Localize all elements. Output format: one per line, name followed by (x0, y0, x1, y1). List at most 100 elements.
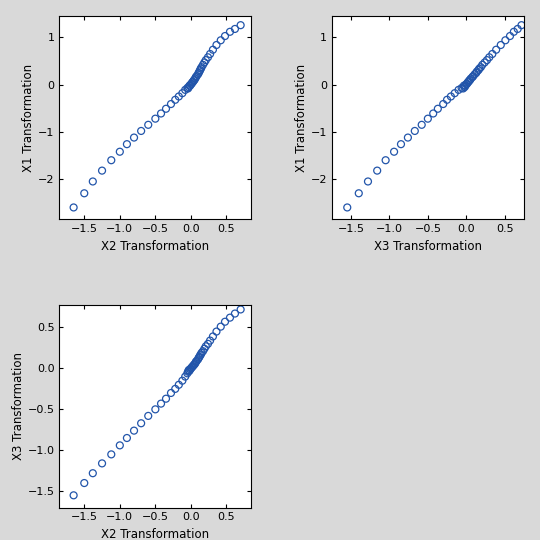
Point (485, 53, 494, 62)
Point (183, 84, 192, 92)
Point (461, 82, 470, 90)
Point (206, 336, 214, 345)
Point (212, 327, 221, 336)
Point (195, 67, 204, 76)
Point (191, 359, 199, 368)
Point (465, 76, 474, 84)
Point (137, 419, 145, 428)
Point (212, 40, 221, 49)
Point (199, 347, 207, 355)
Point (181, 372, 190, 381)
Point (80, 479, 89, 488)
Point (123, 140, 131, 149)
Point (447, 92, 455, 101)
Point (144, 120, 153, 129)
Point (185, 82, 194, 90)
Point (457, 84, 466, 92)
Point (454, 85, 463, 94)
Point (496, 40, 505, 49)
Point (475, 64, 484, 73)
Point (197, 63, 206, 71)
Point (186, 82, 194, 90)
Point (161, 104, 170, 113)
Point (472, 67, 481, 76)
Point (217, 322, 225, 331)
Point (226, 28, 234, 36)
Point (196, 66, 205, 75)
Point (423, 114, 432, 123)
Point (185, 83, 193, 91)
Point (181, 85, 190, 94)
Point (373, 166, 381, 175)
Point (192, 72, 201, 80)
Point (231, 25, 239, 33)
Point (204, 340, 212, 348)
Point (514, 25, 522, 33)
Point (463, 78, 472, 86)
Point (197, 348, 206, 357)
Point (204, 53, 212, 62)
Point (481, 58, 489, 67)
Point (174, 381, 183, 389)
Point (194, 69, 203, 77)
Point (492, 45, 501, 54)
Point (434, 104, 442, 113)
Point (199, 60, 207, 69)
Point (194, 70, 202, 79)
Point (343, 203, 352, 212)
Point (474, 66, 483, 75)
Point (488, 50, 497, 58)
Point (461, 83, 469, 91)
Point (190, 361, 198, 369)
Point (116, 441, 124, 450)
Point (390, 147, 399, 156)
Point (171, 384, 180, 393)
Point (501, 36, 510, 45)
Point (465, 76, 474, 85)
Point (184, 367, 192, 376)
X-axis label: X2 Transformation: X2 Transformation (102, 528, 210, 540)
Point (185, 366, 193, 374)
Point (186, 80, 195, 89)
Point (472, 69, 481, 77)
Point (188, 78, 197, 86)
Point (469, 72, 477, 80)
Point (478, 60, 487, 69)
Point (190, 360, 199, 369)
Point (439, 100, 448, 109)
Point (463, 79, 471, 88)
Point (187, 79, 196, 88)
Point (450, 89, 459, 98)
Point (80, 189, 89, 198)
Point (517, 21, 526, 30)
Point (201, 342, 210, 350)
Point (429, 109, 437, 118)
Point (464, 78, 473, 86)
Point (157, 109, 165, 118)
Point (98, 459, 106, 468)
Point (186, 364, 195, 373)
Point (188, 362, 197, 370)
Point (98, 166, 106, 175)
Point (167, 389, 176, 397)
X-axis label: X2 Transformation: X2 Transformation (102, 240, 210, 253)
Point (137, 127, 145, 136)
Point (192, 73, 200, 82)
Point (462, 80, 470, 89)
Point (116, 147, 124, 156)
Point (171, 96, 180, 104)
Point (354, 189, 363, 198)
Point (443, 96, 451, 104)
Point (200, 345, 209, 353)
Point (467, 74, 475, 83)
Point (192, 357, 201, 366)
Point (187, 363, 196, 372)
Point (107, 450, 116, 458)
Point (190, 76, 198, 85)
Point (397, 140, 406, 149)
Point (459, 84, 468, 93)
Point (192, 357, 200, 366)
Point (183, 369, 192, 377)
Point (196, 351, 205, 360)
Point (123, 434, 131, 442)
